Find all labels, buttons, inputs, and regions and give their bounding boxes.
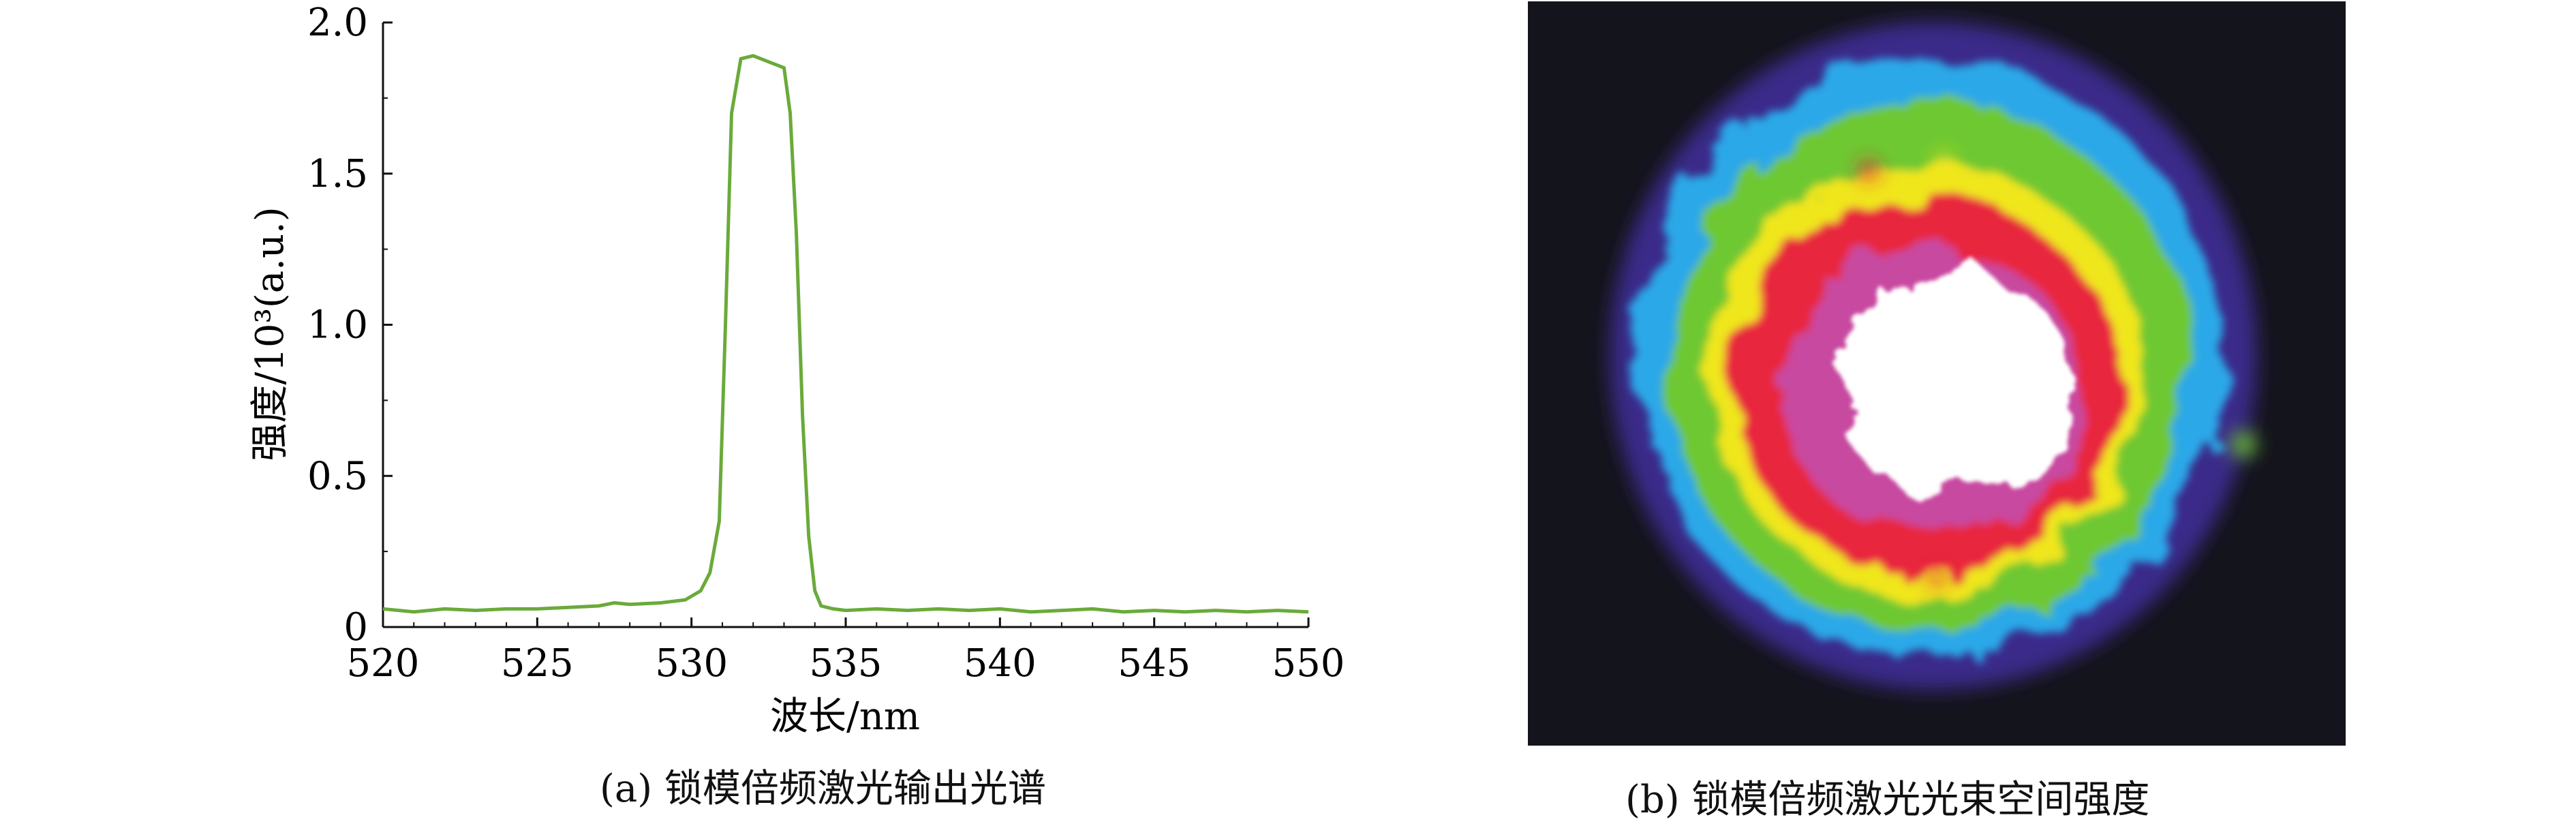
y-tick-label: 2.0 bbox=[307, 1, 368, 45]
heatmap-hotspot bbox=[2231, 432, 2256, 457]
x-tick-label: 550 bbox=[1272, 641, 1345, 686]
y-tick-label: 0.5 bbox=[307, 454, 368, 498]
chart-axes bbox=[382, 22, 1308, 628]
heatmap-saturated-core bbox=[1838, 264, 2076, 489]
heatmap-hotspot bbox=[1929, 569, 1945, 585]
x-tick-label: 535 bbox=[810, 641, 883, 686]
y-tick-label: 1.0 bbox=[307, 303, 368, 348]
x-tick-label: 540 bbox=[964, 641, 1037, 686]
x-axis-label: 波长/nm bbox=[770, 695, 920, 739]
y-axis-ticks: 0 0.5 1.0 1.5 2.0 bbox=[307, 1, 393, 650]
x-tick-label: 520 bbox=[347, 641, 420, 686]
caption-b: (b) 锁模倍频激光光束空间强度 bbox=[1625, 778, 2150, 822]
y-tick-label: 0 bbox=[343, 605, 368, 650]
beam-intensity-heatmap bbox=[1528, 1, 2346, 746]
y-tick-label: 1.5 bbox=[307, 152, 368, 196]
series-line bbox=[382, 54, 1309, 614]
y-axis-label: 强度/10³(a.u.) bbox=[248, 207, 292, 461]
x-tick-label: 530 bbox=[655, 641, 728, 686]
heatmap-hotspot bbox=[1859, 161, 1878, 180]
heatmap-hotspot bbox=[1935, 153, 1952, 170]
x-tick-label: 545 bbox=[1118, 641, 1191, 686]
x-tick-label: 525 bbox=[501, 641, 574, 686]
x-axis-ticks: 520 525 530 535 540 545 550 bbox=[347, 617, 1345, 686]
caption-a: (a) 锁模倍频激光输出光谱 bbox=[600, 767, 1046, 811]
